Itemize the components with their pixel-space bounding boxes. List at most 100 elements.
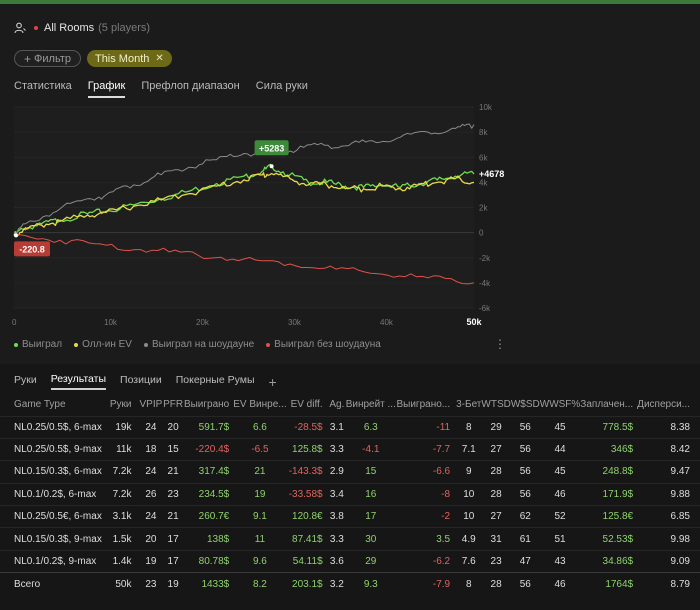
table-cell: -8: [441, 488, 451, 500]
column-header[interactable]: Выиграно...: [396, 399, 451, 411]
table-cell: 8.42: [670, 444, 690, 456]
column-header[interactable]: Дисперси...: [637, 399, 690, 411]
tab-hand-strength[interactable]: Сила руки: [255, 80, 308, 92]
tab-hands[interactable]: Руки: [14, 374, 37, 386]
table-cell: 29: [490, 421, 502, 433]
tab-graph[interactable]: График: [87, 80, 126, 98]
table-cell: NL0.15/0.3$, 6-max: [14, 466, 102, 478]
column-header[interactable]: 3-Бет: [456, 399, 482, 411]
table-cell: 8: [465, 421, 472, 433]
table-cell: 19: [145, 556, 157, 568]
table-cell: 1.4k: [112, 556, 132, 568]
tab-results[interactable]: Результаты: [50, 373, 107, 390]
series-line: [13, 234, 475, 285]
table-cell: NL0.1/0.2$, 6-max: [14, 488, 97, 500]
legend-label: Выиграл: [22, 339, 63, 350]
column-header[interactable]: EV diff.: [290, 399, 323, 411]
tab-preflop-range[interactable]: Префлоп диапазон: [141, 80, 240, 92]
table-cell: 10: [463, 511, 475, 523]
column-header[interactable]: VPIP: [139, 399, 163, 411]
table-row[interactable]: NL0.1/0.2$, 6-max 7.2k 26 23 234.5$ 19 -33.58$…: [0, 483, 700, 505]
room-title[interactable]: All Rooms: [44, 22, 95, 34]
close-icon[interactable]: ✕: [155, 53, 164, 64]
table-cell: 2.9: [329, 466, 344, 478]
table-cell: NL0.15/0.3$, 9-max: [14, 533, 102, 545]
table-total-row[interactable]: Всего 50k 23 19 1433$ 8.2 203.1$ 3.2 9.3 -7.9 8 28 5…: [0, 572, 700, 595]
y-tick-label: 0: [479, 229, 484, 238]
table-cell: 7.6: [461, 556, 476, 568]
y-tick-label: 2k: [479, 204, 488, 213]
table-cell: 9.1: [252, 511, 267, 523]
table-cell: 52: [554, 511, 566, 523]
table-row[interactable]: NL0.25/0.5$, 9-max 11k 18 15 -220.4$ -6.5 125.…: [0, 438, 700, 460]
x-tick-label: 10k: [104, 318, 118, 327]
stats-tabs: Статистика График Префлоп диапазон Сила …: [14, 80, 308, 98]
table-row[interactable]: NL0.15/0.3$, 9-max 1.5k 20 17 138$ 11 87.41$ 3.…: [0, 527, 700, 550]
table-cell: 7.2k: [112, 466, 132, 478]
table-cell: 6.6: [252, 421, 267, 433]
table-row[interactable]: NL0.15/0.3$, 6-max 7.2k 24 21 317.4$ 21 -143.3…: [0, 460, 700, 483]
column-header[interactable]: Ag.: [329, 399, 345, 411]
players-icon[interactable]: [14, 22, 26, 34]
column-header[interactable]: Винрейт ...: [345, 399, 396, 411]
table-cell: 26: [145, 488, 157, 500]
table-cell: 20: [145, 533, 157, 545]
legend-item[interactable]: Выиграл: [14, 339, 62, 350]
plus-icon: +: [24, 51, 32, 66]
column-header[interactable]: Game Type: [14, 399, 66, 411]
table-cell: -6.5: [251, 444, 269, 456]
y-tick-label: -6k: [479, 304, 491, 313]
table-cell: NL0.25/0.5€, 6-max: [14, 511, 102, 523]
table-cell: 9.09: [670, 556, 690, 568]
x-tick-label: 30k: [288, 318, 302, 327]
table-cell: 8.38: [670, 421, 690, 433]
series-line: [13, 123, 475, 235]
y-tick-label: 6k: [479, 153, 488, 162]
tab-poker-rooms[interactable]: Покерные Румы: [175, 374, 255, 386]
legend-item[interactable]: Выиграл на шоудауне: [143, 339, 254, 350]
add-filter-button[interactable]: + Фильтр: [14, 50, 81, 67]
table-cell: 16: [365, 488, 377, 500]
table-row[interactable]: NL0.1/0.2$, 9-max 1.4k 19 17 80.78$ 9.6 54.11$…: [0, 550, 700, 572]
legend-item[interactable]: Олл-ин EV: [74, 339, 132, 350]
table-cell: -6.2: [432, 556, 451, 568]
table-cell: 125.8€: [602, 511, 634, 523]
table-cell: 46: [554, 488, 566, 500]
table-cell: 17: [167, 556, 179, 568]
table-cell: 19k: [115, 421, 132, 433]
column-header[interactable]: Заплачен...: [580, 399, 634, 411]
column-header[interactable]: Выиграно: [183, 399, 230, 411]
table-cell: 11k: [116, 444, 132, 456]
column-header[interactable]: WWSF%: [539, 399, 581, 411]
table-row[interactable]: NL0.25/0.5€, 6-max 3.1k 24 21 260.7€ 9.1 120.8…: [0, 505, 700, 528]
add-tab-icon[interactable]: +: [268, 373, 277, 390]
column-header[interactable]: Руки: [109, 399, 132, 411]
table-cell: 19: [254, 488, 266, 500]
table-cell: 28: [490, 466, 502, 478]
table-cell: 11: [254, 533, 266, 545]
column-header[interactable]: WTSD: [481, 399, 511, 411]
table-cell: 15: [167, 444, 179, 456]
column-header[interactable]: EV Винре...: [233, 399, 287, 411]
table-cell: -11: [436, 421, 451, 433]
low-label-bg: [14, 241, 50, 257]
table-row[interactable]: NL0.25/0.5$, 6-max 19k 24 20 591.7$ 6.6 -28.5$…: [0, 416, 700, 438]
x-tick-label: 40k: [380, 318, 394, 327]
column-header[interactable]: PFR: [163, 399, 184, 411]
tab-positions[interactable]: Позиции: [120, 374, 162, 386]
table-cell: 4.9: [461, 533, 476, 545]
table-cell: Всего: [14, 578, 41, 590]
date-filter-chip[interactable]: This Month ✕: [86, 50, 172, 67]
end-value-label: +4678: [479, 169, 504, 179]
top-accent-bar: [0, 0, 700, 4]
legend-item[interactable]: Выиграл без шоудауна: [266, 339, 381, 350]
table-cell: 9: [465, 466, 472, 478]
column-header[interactable]: W$SD: [510, 399, 540, 411]
graph-svg: 10k 8k 6k 4k 2k 0 -2k -4k -6k 0 10k 20k 30k 40k 50k +52…: [12, 103, 504, 327]
more-options-icon[interactable]: ⋮: [494, 337, 506, 351]
table-cell: 24: [145, 421, 157, 433]
results-graph[interactable]: 10k 8k 6k 4k 2k 0 -2k -4k -6k 0 10k 20k 30k 40k 50k +52…: [0, 100, 700, 335]
tab-statistics[interactable]: Статистика: [14, 80, 72, 92]
table-cell: -143.3$: [288, 466, 323, 478]
low-point: [14, 233, 18, 238]
